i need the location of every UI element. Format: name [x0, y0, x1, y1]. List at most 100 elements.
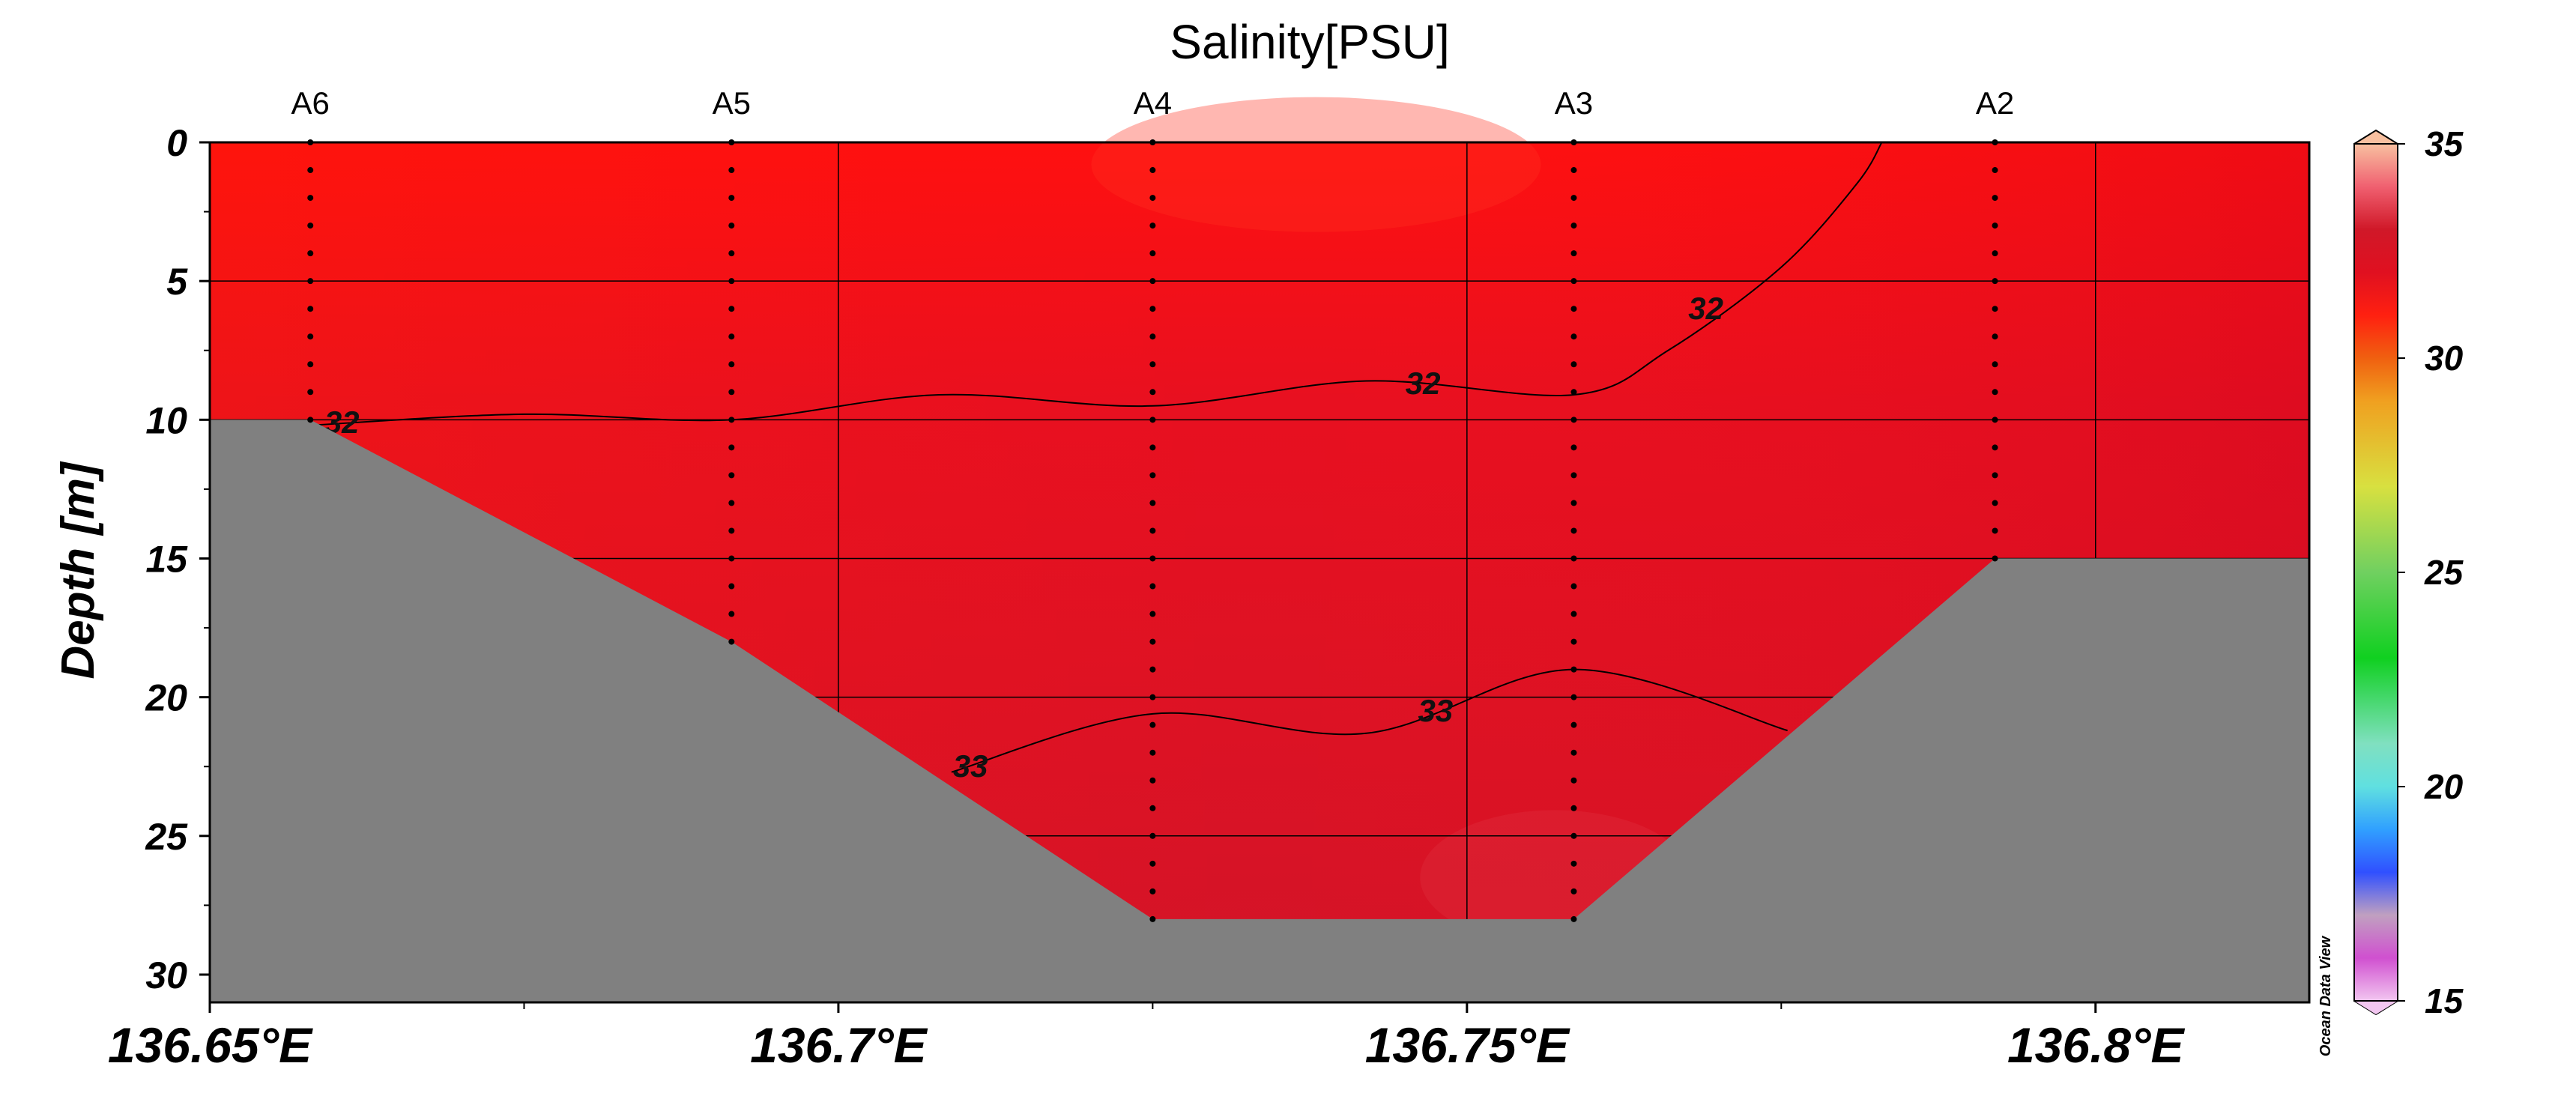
station-label: A3 — [1555, 85, 1593, 121]
sample-point — [1149, 749, 1156, 756]
sample-point — [307, 333, 314, 340]
sample-point — [1149, 832, 1156, 839]
sample-point — [728, 361, 735, 368]
sample-point — [307, 250, 314, 257]
bathymetry-mask — [210, 420, 2309, 1002]
y-axis-label: Depth [m] — [52, 461, 104, 679]
sample-point — [1149, 250, 1156, 257]
sample-point — [1570, 583, 1577, 590]
sample-point — [1570, 444, 1577, 451]
sample-point — [1570, 721, 1577, 728]
colorbar-tick-label: 20 — [2424, 767, 2464, 806]
sample-point — [1149, 500, 1156, 506]
sample-point — [1149, 278, 1156, 285]
sample-point — [1570, 417, 1577, 423]
sample-point — [1992, 222, 1998, 229]
contour-label: 33 — [953, 748, 988, 784]
sample-point — [728, 472, 735, 479]
sample-point — [728, 417, 735, 423]
station-markers: A6 A5 A4 A3 A2 — [291, 85, 2014, 922]
colorbar-low-cap — [2354, 1001, 2398, 1014]
y-tick-label: 15 — [145, 538, 188, 580]
sample-point — [1149, 472, 1156, 479]
sample-point — [1992, 167, 1998, 174]
colorbar: 15 20 25 30 35 — [2353, 124, 2464, 1020]
sample-point — [1149, 167, 1156, 174]
sample-point — [1149, 915, 1156, 922]
sample-point — [307, 278, 314, 285]
sample-point — [307, 195, 314, 202]
colorbar-tick-label: 35 — [2425, 124, 2464, 163]
sample-point — [1570, 611, 1577, 617]
x-tick-label: 136.7°E — [750, 1017, 928, 1073]
sample-point — [1992, 472, 1998, 479]
sample-point — [1992, 500, 1998, 506]
sample-point — [1149, 222, 1156, 229]
station-label: A2 — [1976, 85, 2014, 121]
contour-line — [951, 668, 1788, 773]
sample-point — [1992, 417, 1998, 423]
sample-point — [1149, 721, 1156, 728]
contour-line — [310, 142, 1883, 426]
sample-point — [728, 389, 735, 396]
sample-point — [1570, 555, 1577, 562]
sample-point — [307, 306, 314, 312]
sample-point — [728, 222, 735, 229]
station-label: A6 — [291, 85, 330, 121]
axes: 0 5 10 15 20 25 30 136.65°E 136.7°E 136.75°E 136.8… — [108, 122, 2311, 1073]
contour-label: 32 — [1688, 291, 1723, 326]
sample-point — [1570, 777, 1577, 784]
colorbar-tick-label: 15 — [2425, 981, 2464, 1020]
sample-point — [728, 500, 735, 506]
sample-point — [1149, 333, 1156, 340]
sample-point — [1570, 527, 1577, 534]
seafloor — [210, 420, 2309, 1002]
sample-point — [1570, 250, 1577, 257]
sample-point — [1570, 832, 1577, 839]
sample-point — [307, 222, 314, 229]
sample-point — [307, 167, 314, 174]
sample-point — [728, 444, 735, 451]
sample-point — [1149, 666, 1156, 673]
station-a4: A4 — [1134, 85, 1172, 922]
sample-point — [1149, 860, 1156, 867]
sample-point — [307, 417, 314, 423]
sample-point — [1992, 555, 1998, 562]
station-label: A4 — [1134, 85, 1172, 121]
sample-point — [1570, 278, 1577, 285]
x-tick-label: 136.8°E — [2007, 1017, 2186, 1073]
sample-point — [1149, 583, 1156, 590]
sample-point — [728, 278, 735, 285]
sample-point — [1570, 306, 1577, 312]
sample-point — [1992, 333, 1998, 340]
sample-point — [1992, 444, 1998, 451]
station-label: A5 — [713, 85, 751, 121]
sample-point — [1570, 167, 1577, 174]
sample-point — [1149, 195, 1156, 202]
sample-point — [1570, 915, 1577, 922]
contour-label: 32 — [1406, 366, 1441, 401]
sample-point — [728, 306, 735, 312]
sample-point — [728, 167, 735, 174]
sample-point — [1149, 389, 1156, 396]
station-a2: A2 — [1976, 85, 2014, 562]
y-tick-label: 25 — [145, 816, 188, 858]
sample-point — [1149, 527, 1156, 534]
sample-point — [307, 389, 314, 396]
y-tick-label: 30 — [145, 954, 187, 996]
sample-point — [728, 555, 735, 562]
sample-point — [1570, 749, 1577, 756]
sample-point — [1992, 250, 1998, 257]
sample-point — [1149, 694, 1156, 700]
y-tick-label: 10 — [145, 399, 187, 441]
sample-point — [728, 583, 735, 590]
sample-point — [728, 195, 735, 202]
sample-point — [1570, 361, 1577, 368]
sample-point — [1570, 666, 1577, 673]
sample-point — [728, 611, 735, 617]
sample-point — [1570, 195, 1577, 202]
sample-point — [1570, 500, 1577, 506]
station-a5: A5 — [713, 85, 751, 645]
watermark-text: Ocean Data View — [2318, 935, 2334, 1056]
